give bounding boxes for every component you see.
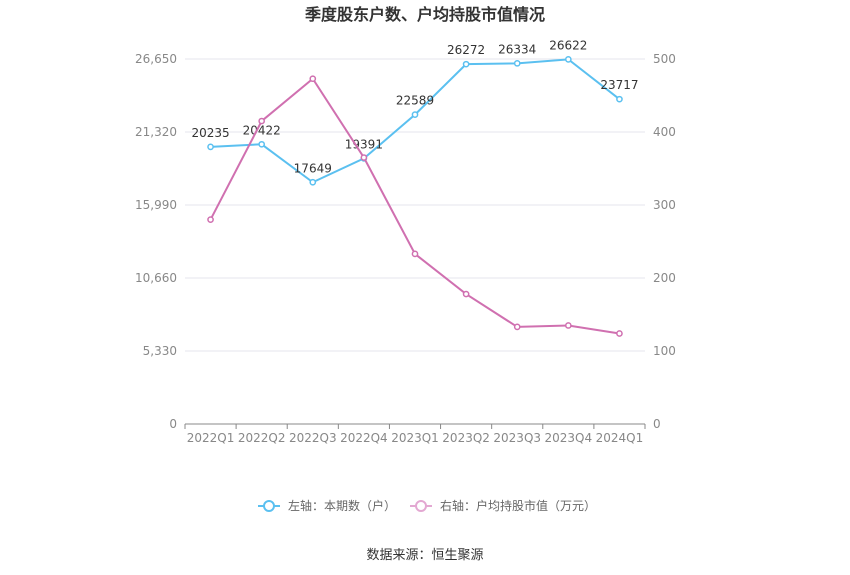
grid — [185, 58, 645, 352]
data-point[interactable] — [411, 111, 419, 118]
data-point[interactable] — [513, 59, 521, 67]
data-point[interactable] — [258, 117, 266, 125]
data-point[interactable] — [616, 95, 623, 103]
right-tick-label: 500 — [653, 52, 676, 66]
x-tick-label: 2023Q2 — [442, 431, 490, 445]
x-tick-label: 2022Q4 — [340, 431, 388, 445]
series-line-holder-count — [210, 58, 621, 184]
x-tick-label: 2024Q1 — [596, 431, 644, 445]
data-point[interactable] — [462, 60, 470, 68]
chart-title: 季度股东户数、户均持股市值情况 — [304, 5, 545, 24]
right-tick-label: 0 — [653, 417, 661, 431]
series-group: 20235 20422 17649 19391 22589 26272 26334 26622… — [191, 38, 639, 337]
data-label: 26622 — [549, 38, 587, 52]
data-label: 17649 — [294, 161, 332, 175]
right-tick-label: 200 — [653, 271, 676, 285]
left-tick-label: 15,990 — [135, 198, 177, 212]
legend-item-holder-count[interactable]: 左轴：本期数（户） — [258, 498, 396, 513]
legend-label: 左轴：本期数（户） — [288, 498, 396, 513]
data-point[interactable] — [258, 140, 266, 148]
data-point[interactable] — [411, 250, 419, 258]
data-point[interactable] — [462, 290, 470, 298]
data-point[interactable] — [513, 323, 521, 331]
data-point[interactable] — [360, 154, 368, 161]
left-tick-label: 0 — [169, 417, 177, 431]
right-tick-label: 100 — [653, 344, 676, 358]
data-point[interactable] — [309, 75, 317, 83]
left-tick-label: 10,660 — [135, 271, 177, 285]
data-label: 23717 — [600, 78, 638, 92]
data-point[interactable] — [564, 322, 572, 329]
data-point[interactable] — [564, 56, 572, 63]
data-label: 20422 — [243, 123, 281, 137]
source-note: 数据来源：恒生聚源 — [366, 548, 483, 563]
left-tick-label: 26,650 — [135, 52, 177, 66]
right-tick-label: 400 — [653, 125, 676, 139]
x-tick-label: 2022Q1 — [187, 431, 235, 445]
legend-item-avg-holding-value[interactable]: 右轴：户均持股市值（万元） — [410, 498, 596, 513]
data-point[interactable] — [207, 216, 214, 223]
legend[interactable]: 左轴：本期数（户） 右轴：户均持股市值（万元） — [258, 498, 596, 513]
left-tick-label: 5,330 — [143, 344, 177, 358]
legend-marker — [263, 500, 275, 512]
right-tick-label: 300 — [653, 198, 676, 212]
left-tick-label: 21,320 — [135, 125, 177, 139]
x-axis: 2022Q1 2022Q2 2022Q3 2022Q4 2023Q1 2023Q2 2023… — [184, 423, 646, 445]
x-tick-label: 2023Q4 — [545, 431, 593, 445]
data-point[interactable] — [207, 143, 214, 151]
x-tick-label: 2022Q2 — [238, 431, 286, 445]
left-axis-ticks: 0 5,330 10,660 15,990 21,320 26,650 — [135, 52, 177, 431]
legend-marker — [415, 500, 427, 512]
right-axis-ticks: 0 100 200 300 400 500 — [653, 52, 676, 431]
data-label: 19391 — [345, 137, 383, 151]
x-tick-label: 2023Q1 — [391, 431, 439, 445]
data-point[interactable] — [616, 330, 623, 337]
data-label: 20235 — [191, 126, 229, 140]
x-tick-label: 2022Q3 — [289, 431, 337, 445]
x-tick-label: 2023Q3 — [493, 431, 541, 445]
data-label: 26334 — [498, 42, 536, 56]
data-label: 26272 — [447, 43, 485, 57]
legend-label: 右轴：户均持股市值（万元） — [440, 498, 596, 513]
data-label: 22589 — [396, 94, 434, 108]
data-point[interactable] — [309, 178, 317, 186]
